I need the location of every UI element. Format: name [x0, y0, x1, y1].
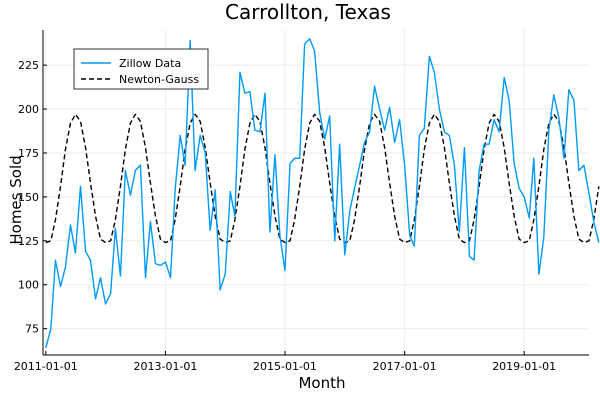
chart-title: Carrollton, Texas: [225, 0, 391, 24]
y-axis-label: Homes Sold: [7, 155, 25, 244]
legend-label-zillow: Zillow Data: [119, 57, 181, 70]
series-lines: [45, 38, 600, 349]
series-line-newton-gauss: [45, 113, 600, 244]
y-tick-label: 125: [18, 235, 39, 248]
x-tick-label: 2015-01-01: [253, 360, 317, 373]
series-line-zillow-data: [45, 38, 600, 349]
x-tick-label: 2013-01-01: [133, 360, 197, 373]
axes: [42, 30, 589, 356]
y-tick-label: 225: [18, 59, 39, 72]
y-tick-label: 200: [18, 103, 39, 116]
x-tick-label: 2017-01-01: [373, 360, 437, 373]
x-tick-label: 2019-01-01: [492, 360, 556, 373]
legend-box: [73, 48, 209, 90]
y-tick-label: 75: [25, 323, 39, 336]
y-tick-label: 100: [18, 279, 39, 292]
x-ticks: 2011-01-01 2013-01-01 2015-01-01 2017-01-01…: [14, 351, 556, 373]
legend-label-newton-gauss: Newton-Gauss: [119, 73, 199, 86]
x-tick-label: 2011-01-01: [14, 360, 78, 373]
x-axis-label: Month: [298, 374, 345, 392]
y-tick-label: 150: [18, 191, 39, 204]
legend: Zillow Data Newton-Gauss: [73, 48, 209, 90]
y-tick-label: 175: [18, 147, 39, 160]
y-ticks: 75 100 125 150 175 200 225: [18, 59, 47, 336]
